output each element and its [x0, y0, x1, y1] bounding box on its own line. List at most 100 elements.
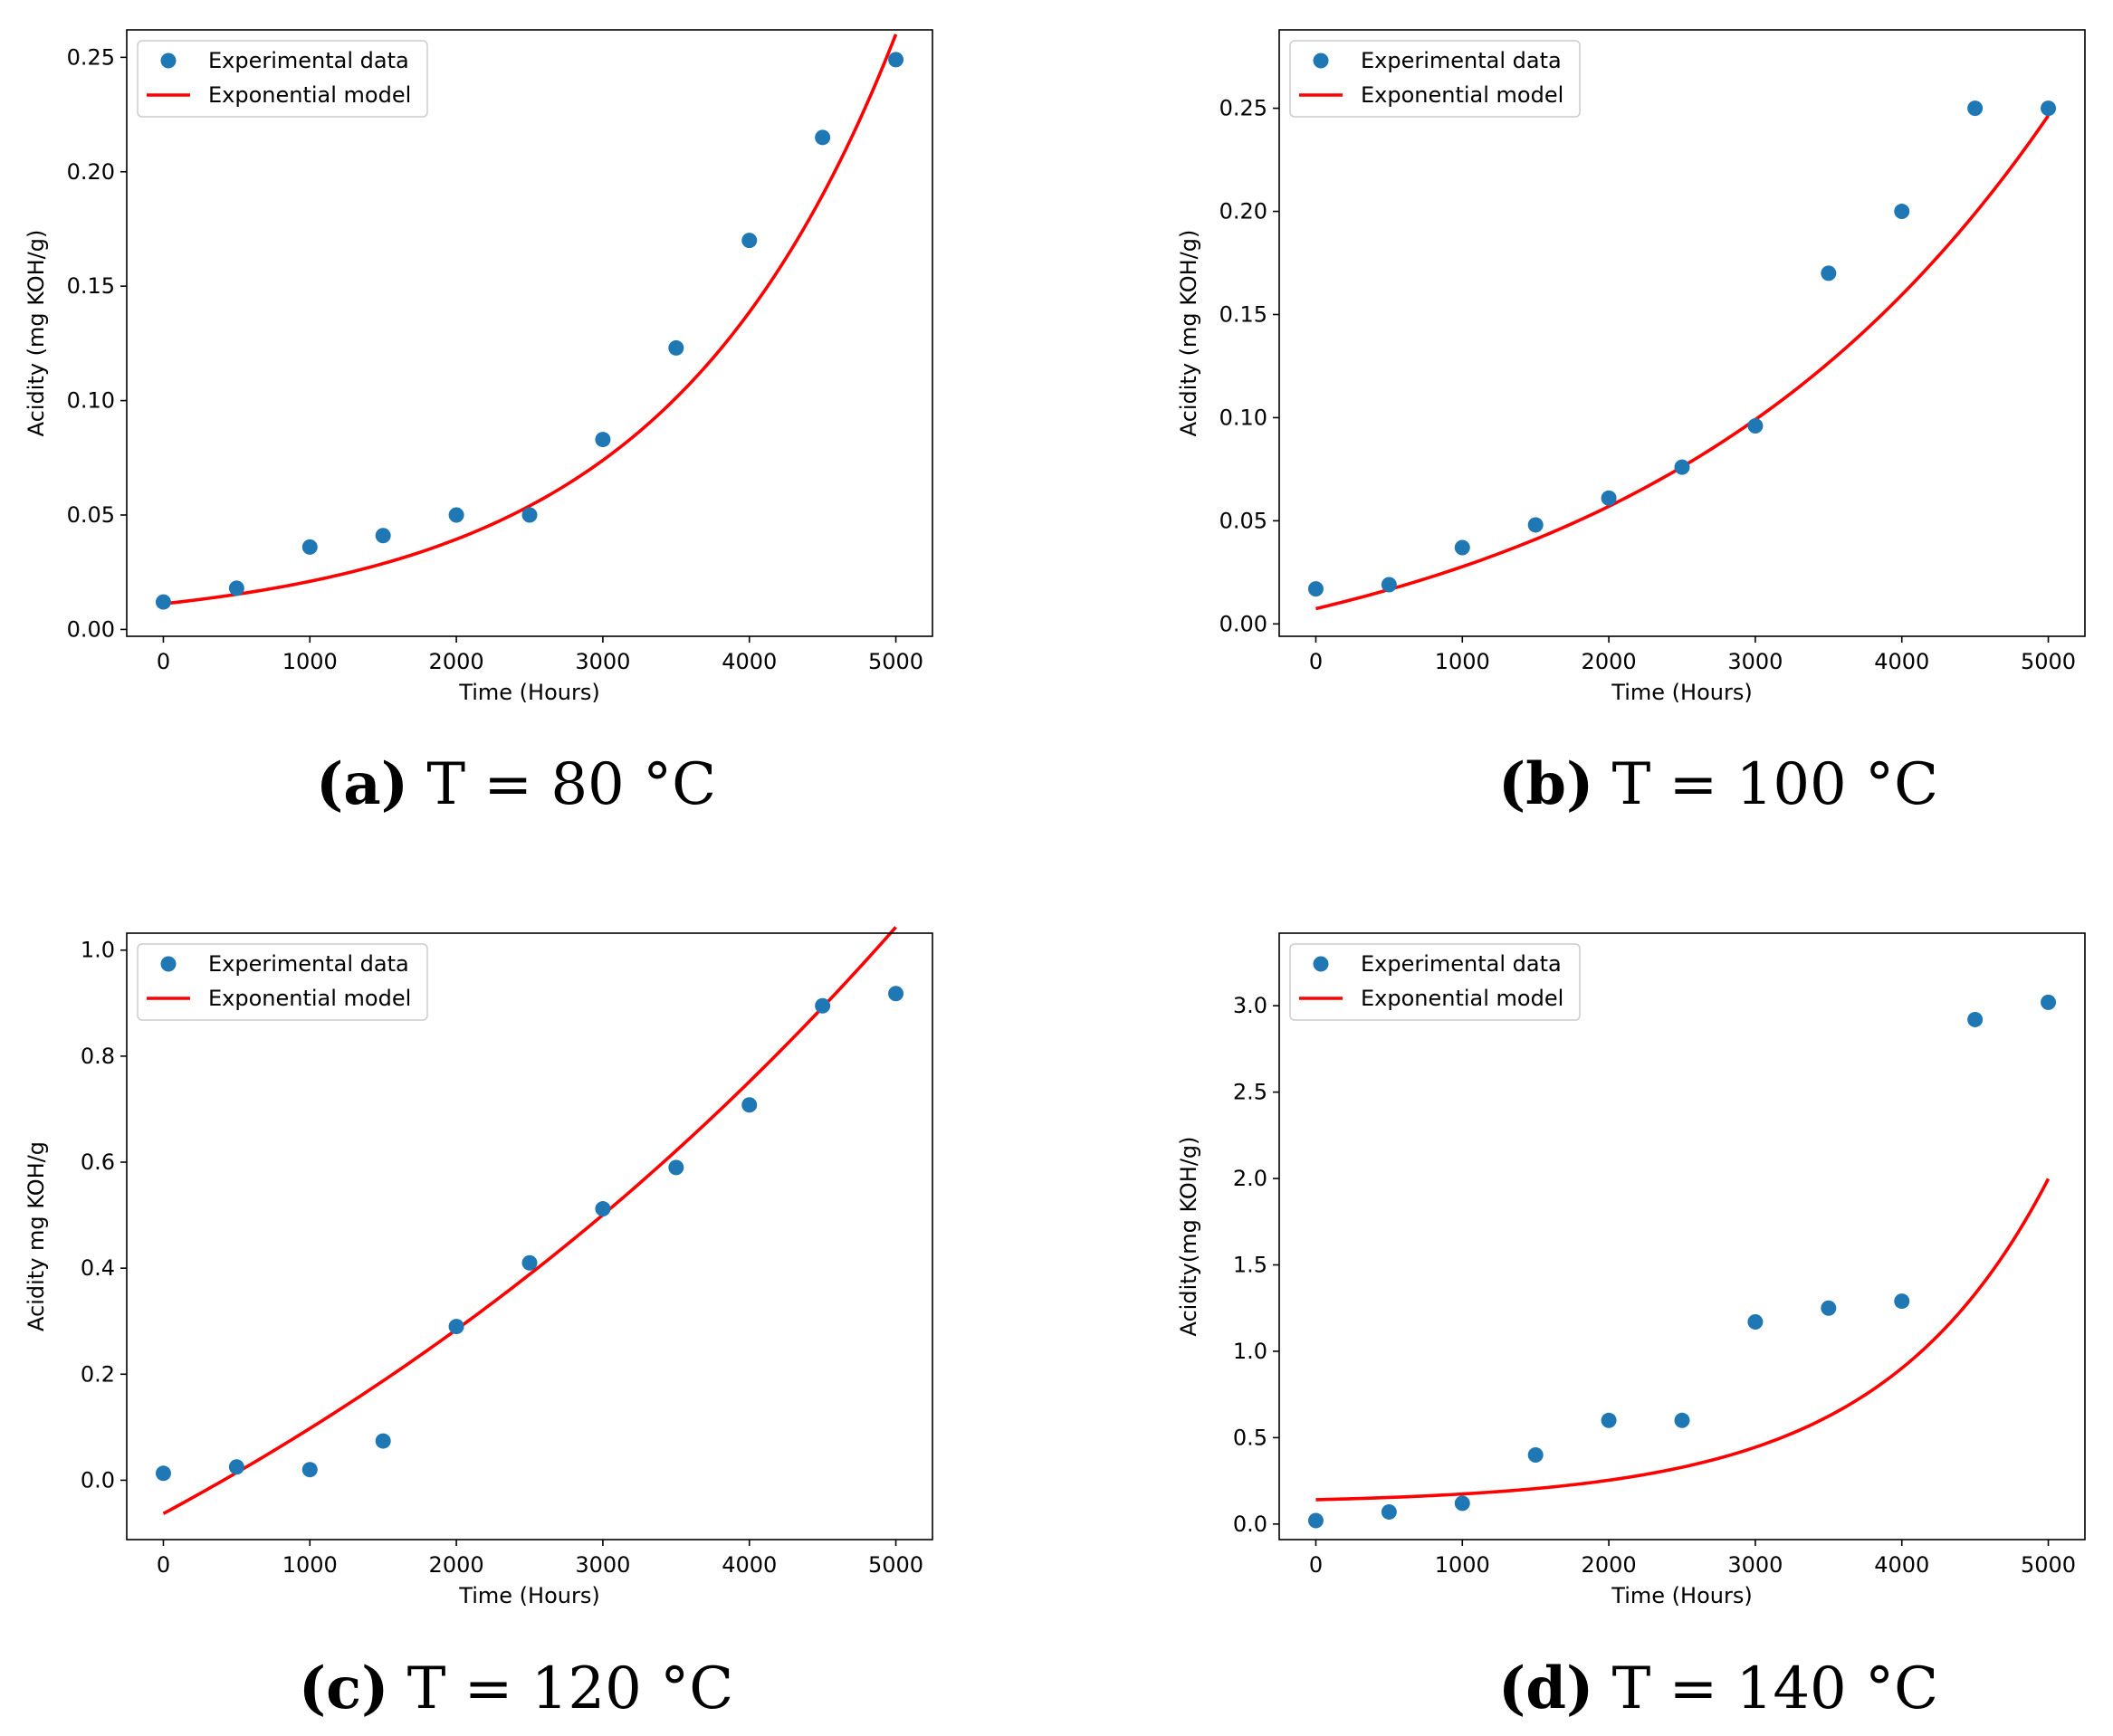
legend-box [137, 943, 428, 1021]
y-tick-label: 3.0 [1233, 993, 1267, 1018]
y-tick-label: 0.2 [81, 1361, 115, 1387]
panel-caption: (a) T = 80 °C [316, 750, 716, 818]
data-point [1821, 1300, 1837, 1316]
x-tick-label: 1000 [282, 1552, 338, 1578]
y-axis-title: Acidity (mg KOH/g) [1176, 230, 1201, 437]
data-point [1601, 490, 1617, 506]
legend: Experimental data Exponential model [137, 40, 428, 118]
legend: Experimental data Exponential model [1289, 40, 1581, 118]
legend-box [1289, 40, 1581, 118]
legend-marker-scatter [160, 52, 177, 69]
legend-label-line: Exponential model [208, 82, 411, 108]
caption-text: T = 140 °C [1593, 1655, 1938, 1722]
legend-box [137, 40, 428, 118]
legend-marker-scatter [1313, 52, 1329, 69]
legend-label-scatter: Experimental data [208, 48, 409, 73]
y-tick-label: 0.05 [67, 502, 115, 528]
x-tick-label: 4000 [722, 649, 777, 674]
data-point [1894, 204, 1910, 220]
model-curve [1315, 114, 2051, 611]
data-point [1674, 1412, 1690, 1428]
axes-frame [126, 29, 933, 637]
legend: Experimental data Exponential model [137, 943, 428, 1021]
data-point [1307, 1512, 1324, 1529]
x-tick-label: 3000 [575, 649, 630, 674]
x-tick-label: 2000 [1582, 649, 1637, 674]
x-tick-label: 5000 [868, 1552, 923, 1578]
y-tick-label: 1.0 [81, 938, 115, 963]
y-tick-label: 0.25 [67, 44, 115, 70]
legend-label-line: Exponential model [1361, 82, 1563, 108]
x-axis-title: Time (Hours) [458, 680, 599, 705]
x-tick-label: 1000 [1435, 649, 1490, 674]
data-point [1821, 265, 1837, 281]
model-curve [162, 926, 897, 1515]
legend-marker-scatter [160, 956, 177, 972]
y-tick-label: 0.8 [81, 1044, 115, 1069]
data-point [448, 507, 464, 523]
data-point [741, 233, 758, 249]
x-tick-label: 0 [1309, 1552, 1323, 1578]
data-point [595, 432, 611, 448]
data-point [1307, 581, 1324, 597]
x-tick-label: 2000 [429, 649, 484, 674]
legend-label-scatter: Experimental data [208, 951, 409, 977]
chart-panel-a: 0 1000 2000 3000 4000 5000 0.00 0.05 0.10 0.15 0.2… [24, 29, 933, 818]
axes-frame [1278, 932, 2086, 1540]
y-tick-label: 0.05 [1219, 508, 1267, 533]
x-tick-label: 5000 [2021, 649, 2076, 674]
data-point [521, 1254, 538, 1271]
y-tick-label: 0.0 [81, 1467, 115, 1493]
data-point [155, 594, 171, 610]
x-tick-label: 0 [157, 1552, 170, 1578]
data-point [815, 997, 831, 1014]
y-tick-label: 0.6 [81, 1149, 115, 1175]
legend-label-line: Exponential model [208, 986, 411, 1011]
y-tick-label: 0.0 [1233, 1512, 1267, 1537]
data-point [595, 1201, 611, 1217]
x-tick-label: 0 [1309, 649, 1323, 674]
legend-marker-scatter [1313, 956, 1329, 972]
legend-label-scatter: Experimental data [1361, 951, 1562, 977]
data-point [521, 507, 538, 523]
x-tick-label: 3000 [1727, 1552, 1783, 1578]
x-tick-label: 4000 [722, 1552, 777, 1578]
y-tick-label: 0.00 [67, 616, 115, 642]
y-tick-label: 0.10 [67, 388, 115, 414]
y-tick-label: 0.20 [67, 159, 115, 185]
x-axis-title: Time (Hours) [458, 1583, 599, 1608]
data-point [668, 339, 684, 356]
y-axis-title: Acidity(mg KOH/g) [1176, 1136, 1201, 1336]
y-tick-label: 0.10 [1219, 405, 1267, 430]
model-curve [163, 33, 898, 606]
y-tick-label: 0.20 [1219, 199, 1267, 224]
x-tick-label: 2000 [429, 1552, 484, 1578]
data-point [1381, 577, 1397, 593]
data-point [888, 52, 904, 68]
model-curve [1315, 1178, 2051, 1502]
data-point [1601, 1412, 1617, 1428]
data-point [1527, 1446, 1544, 1463]
data-point [375, 1433, 391, 1449]
x-tick-label: 4000 [1874, 1552, 1929, 1578]
y-axis-title: Acidity (mg KOH/g) [24, 230, 49, 437]
data-point [1674, 459, 1690, 475]
x-tick-label: 1000 [282, 649, 338, 674]
data-point [1454, 1495, 1470, 1512]
data-point [1527, 517, 1544, 533]
data-point [448, 1319, 464, 1335]
data-point [741, 1097, 758, 1113]
axes-frame [1278, 29, 2086, 637]
caption-letter: (d) [1498, 1655, 1593, 1722]
y-tick-label: 1.0 [1233, 1339, 1267, 1364]
chart-panel-d: 0 1000 2000 3000 4000 5000 0.0 0.5 1.0 1.5 2.0 2.5 3… [1176, 932, 2086, 1722]
data-point [155, 1465, 171, 1482]
caption-text: T = 80 °C [408, 751, 716, 818]
caption-text: T = 120 °C [388, 1655, 733, 1722]
data-point [228, 580, 244, 596]
caption-text: T = 100 °C [1593, 751, 1938, 818]
panel-caption: (d) T = 140 °C [1498, 1655, 1938, 1722]
data-point [2041, 100, 2057, 117]
y-axis-title: Acidity mg KOH/g [24, 1141, 49, 1331]
